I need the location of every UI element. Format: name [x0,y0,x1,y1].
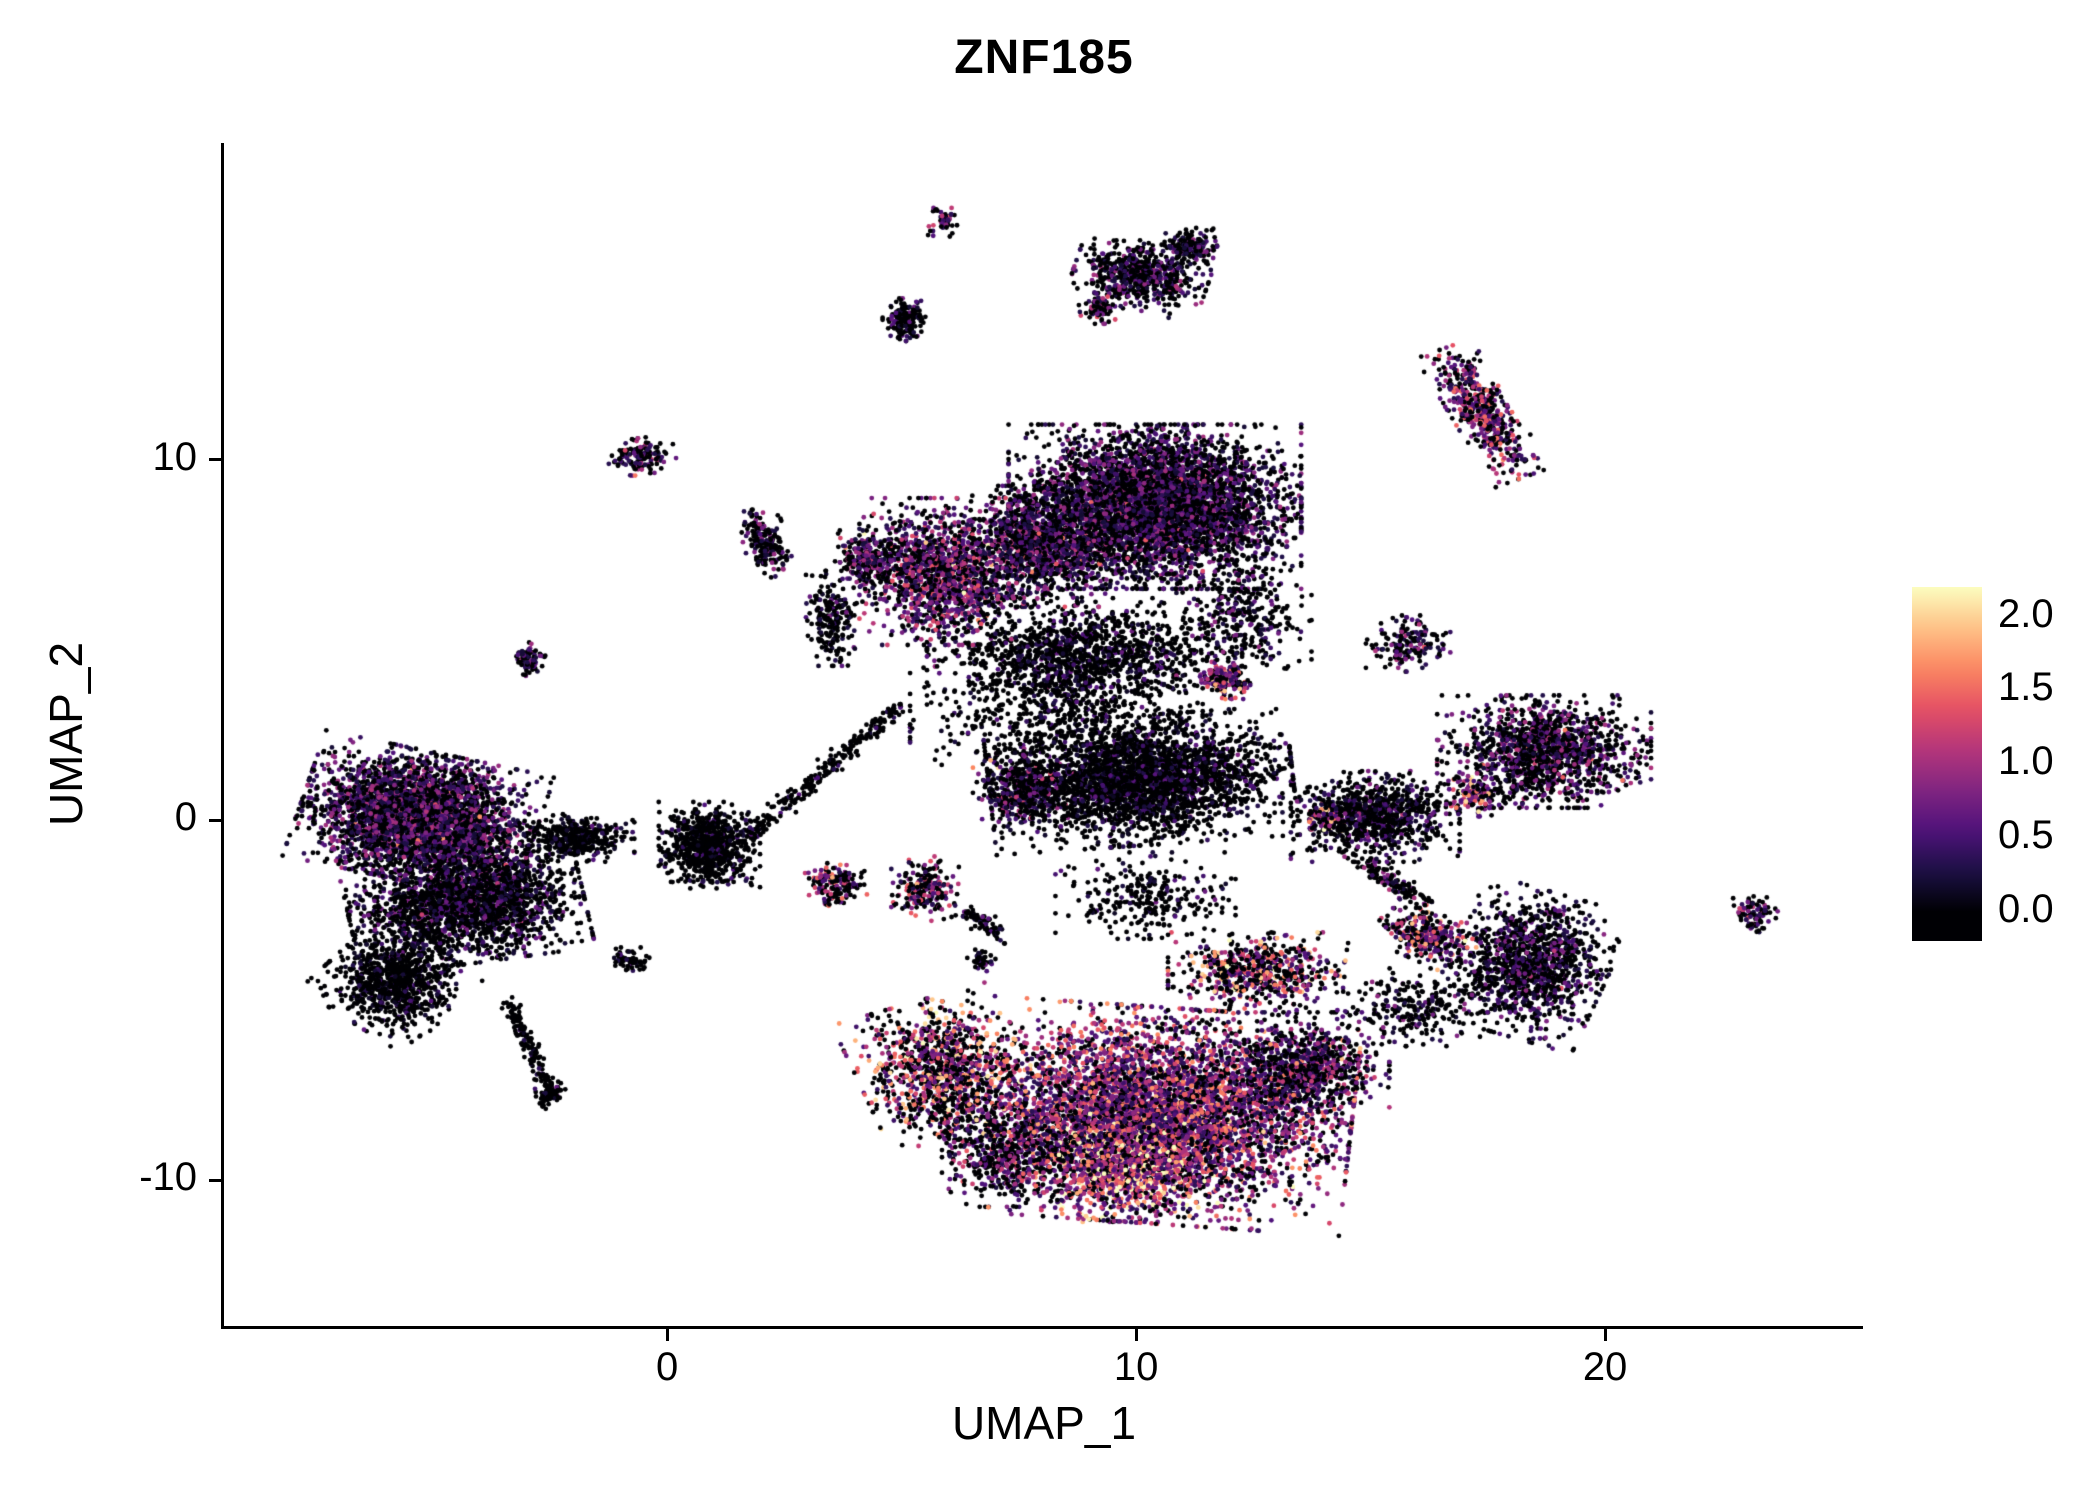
x-tick-mark [1134,1329,1138,1341]
colorbar-tick-label: 2.0 [1998,591,2054,636]
colorbar-tick-label: 0.5 [1998,812,2054,857]
colorbar [1912,587,1982,941]
x-tick-label: 20 [1582,1345,1628,1389]
y-tick-mark [209,818,221,822]
colorbar-tick-label: 0.0 [1998,886,2054,931]
x-axis-line [221,1326,1863,1329]
x-axis-title: UMAP_1 [951,1397,1137,1449]
x-tick-label: 10 [1113,1345,1159,1389]
y-tick-mark [209,458,221,462]
plot-title: ZNF185 [954,31,1134,84]
x-tick-mark [665,1329,669,1341]
colorbar-gradient [1912,587,1982,941]
umap-scatter-canvas [224,143,1863,1326]
y-tick-label: 0 [174,795,197,840]
y-tick-label: 10 [152,434,198,479]
y-tick-mark [209,1178,221,1182]
colorbar-tick-label: 1.0 [1998,739,2054,783]
y-axis-line [221,143,224,1329]
colorbar-tick-label: 1.5 [1998,665,2054,710]
x-tick-mark [1603,1329,1607,1341]
y-tick-label: -10 [139,1155,197,1200]
x-tick-label: 0 [656,1345,679,1389]
